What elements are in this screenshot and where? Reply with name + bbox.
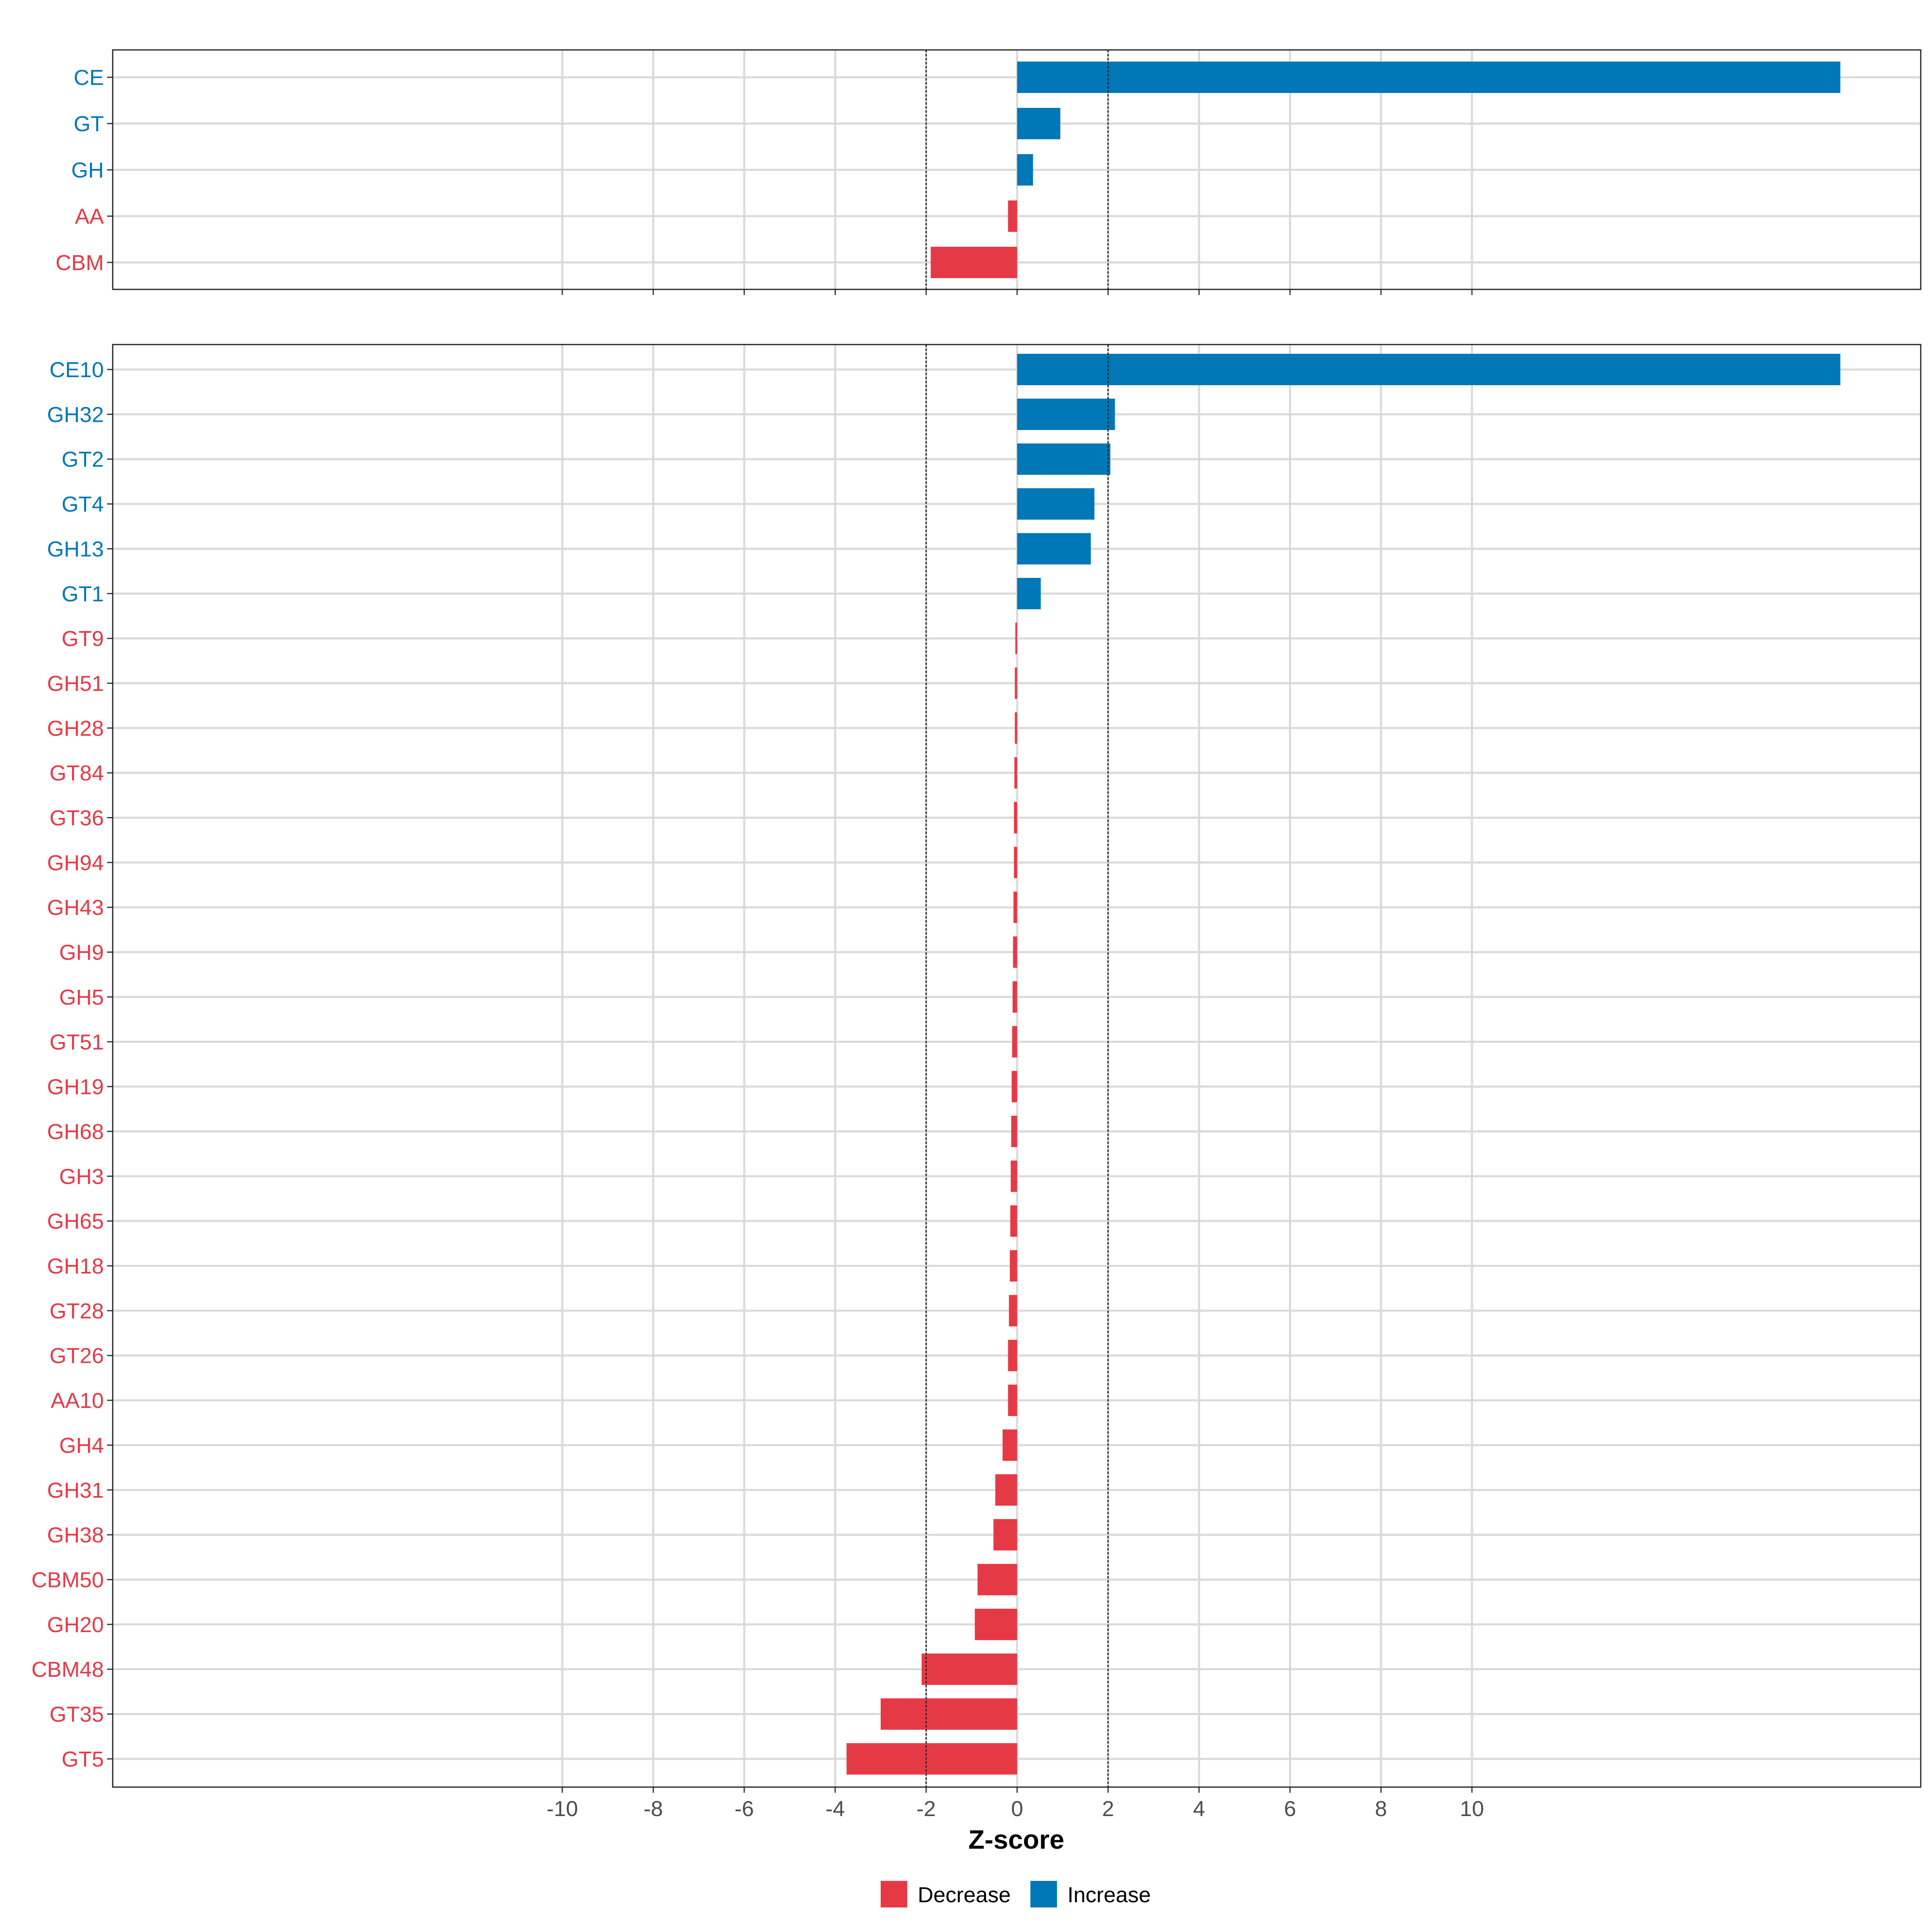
bar-ce	[1017, 62, 1841, 93]
category-label-gh18: GH18	[47, 1254, 104, 1278]
bar-gt28	[1009, 1295, 1017, 1327]
bar-gt35	[881, 1698, 1017, 1730]
category-label-gh31: GH31	[47, 1478, 104, 1503]
category-label-aa: AA	[75, 204, 104, 229]
category-label-gt4: GT4	[62, 492, 104, 516]
bar-gh4	[1002, 1429, 1017, 1461]
category-label-gh28: GH28	[47, 716, 104, 741]
bar-gt4	[1017, 488, 1095, 520]
x-tick-label: -2	[916, 1797, 936, 1821]
bar-gh	[1017, 154, 1033, 186]
bar-gh13	[1017, 533, 1091, 565]
top-panel: CE GT GH AA CBM	[56, 49, 1922, 295]
bar-gt2	[1017, 443, 1110, 475]
legend: Decrease Increase	[881, 1881, 1151, 1907]
x-tick-label: 10	[1460, 1797, 1484, 1821]
x-tick-label: -6	[735, 1797, 754, 1821]
x-tick-label: 6	[1284, 1797, 1296, 1821]
bar-gh32	[1017, 398, 1115, 430]
category-label-gh19: GH19	[47, 1075, 104, 1099]
category-label-gh68: GH68	[47, 1120, 104, 1144]
category-label-gh: GH	[71, 158, 104, 182]
x-tick-label: 8	[1375, 1797, 1387, 1821]
bar-gh68	[1011, 1115, 1017, 1147]
legend-label-decrease: Decrease	[918, 1883, 1011, 1907]
x-tick-label: 0	[1011, 1797, 1023, 1821]
legend-swatch-increase	[1030, 1881, 1057, 1907]
bar-gt84	[1014, 757, 1017, 789]
bar-gh94	[1014, 846, 1017, 878]
bar-cbm48	[921, 1653, 1017, 1685]
bar-gt1	[1017, 578, 1041, 609]
category-label-gt9: GT9	[62, 627, 104, 651]
x-axis-title: Z-score	[968, 1825, 1064, 1854]
bar-gh18	[1009, 1250, 1017, 1282]
category-label-gt5: GT5	[62, 1747, 104, 1771]
bar-cbm50	[977, 1564, 1017, 1596]
category-label-ce10: CE10	[50, 358, 104, 382]
bar-gt5	[846, 1743, 1017, 1775]
category-label-gh43: GH43	[47, 896, 104, 920]
bar-aa	[1008, 200, 1017, 232]
category-label-gt84: GT84	[50, 761, 104, 785]
x-tick-label: -4	[826, 1797, 845, 1821]
x-tick-label: 4	[1193, 1797, 1205, 1821]
bar-gh9	[1013, 936, 1017, 968]
top-panel-frame	[112, 49, 1922, 290]
category-label-gt35: GT35	[50, 1703, 104, 1727]
bar-gt51	[1012, 1026, 1017, 1058]
bar-ce10	[1017, 354, 1841, 385]
bar-cbm	[931, 247, 1017, 278]
bar-gt26	[1008, 1340, 1017, 1371]
bar-gh51	[1015, 667, 1017, 699]
bar-gh3	[1011, 1160, 1017, 1192]
bar-gt	[1017, 108, 1061, 139]
category-label-gh38: GH38	[47, 1523, 104, 1547]
category-label-gh4: GH4	[59, 1433, 104, 1457]
bar-gh65	[1010, 1205, 1017, 1237]
category-label-gh51: GH51	[47, 671, 104, 696]
category-label-gh20: GH20	[47, 1613, 104, 1637]
x-tick-label: -8	[644, 1797, 663, 1821]
category-label-cbm: CBM	[56, 251, 104, 275]
category-label-gh5: GH5	[59, 985, 104, 1009]
category-label-gh3: GH3	[59, 1164, 104, 1189]
category-label-gh13: GH13	[47, 537, 104, 561]
bar-gh28	[1015, 712, 1017, 744]
category-label-gh65: GH65	[47, 1210, 104, 1234]
category-label-gh9: GH9	[59, 941, 104, 965]
x-tick-label: -10	[547, 1797, 578, 1821]
category-label-gt36: GT36	[50, 806, 104, 830]
bar-gh20	[974, 1608, 1017, 1640]
bar-gt36	[1014, 802, 1017, 834]
x-tick-label: 2	[1102, 1797, 1114, 1821]
category-label-gt1: GT1	[62, 582, 104, 606]
bottom-panel-frame	[112, 344, 1922, 1788]
legend-label-increase: Increase	[1067, 1883, 1151, 1907]
legend-swatch-decrease	[881, 1881, 907, 1907]
category-label-gh94: GH94	[47, 851, 104, 875]
category-label-ce: CE	[74, 66, 104, 90]
x-axis: -10 -8 -6 -4 -2 0 2 4 6 8 10	[547, 1797, 1484, 1821]
category-label-gt2: GT2	[62, 448, 104, 472]
category-label-gh32: GH32	[47, 402, 104, 427]
bar-gh19	[1011, 1071, 1017, 1102]
category-label-gt28: GT28	[50, 1299, 104, 1323]
bar-gt9	[1015, 623, 1017, 654]
bar-gh31	[995, 1474, 1017, 1506]
bottom-panel: CE10 GH32 GT2 GT4 GH13 GT1 GT9 GH51 GH28 GT84 GT36…	[31, 344, 1922, 1793]
bar-aa10	[1008, 1385, 1017, 1416]
bar-gh5	[1012, 981, 1017, 1013]
category-label-cbm48: CBM48	[31, 1657, 104, 1682]
bar-gh38	[993, 1519, 1017, 1551]
category-label-cbm50: CBM50	[31, 1568, 104, 1592]
category-label-gt51: GT51	[50, 1030, 104, 1054]
bar-gh43	[1013, 892, 1017, 923]
category-label-gt: GT	[74, 112, 104, 136]
category-label-gt26: GT26	[50, 1344, 104, 1368]
category-label-aa10: AA10	[51, 1389, 104, 1413]
